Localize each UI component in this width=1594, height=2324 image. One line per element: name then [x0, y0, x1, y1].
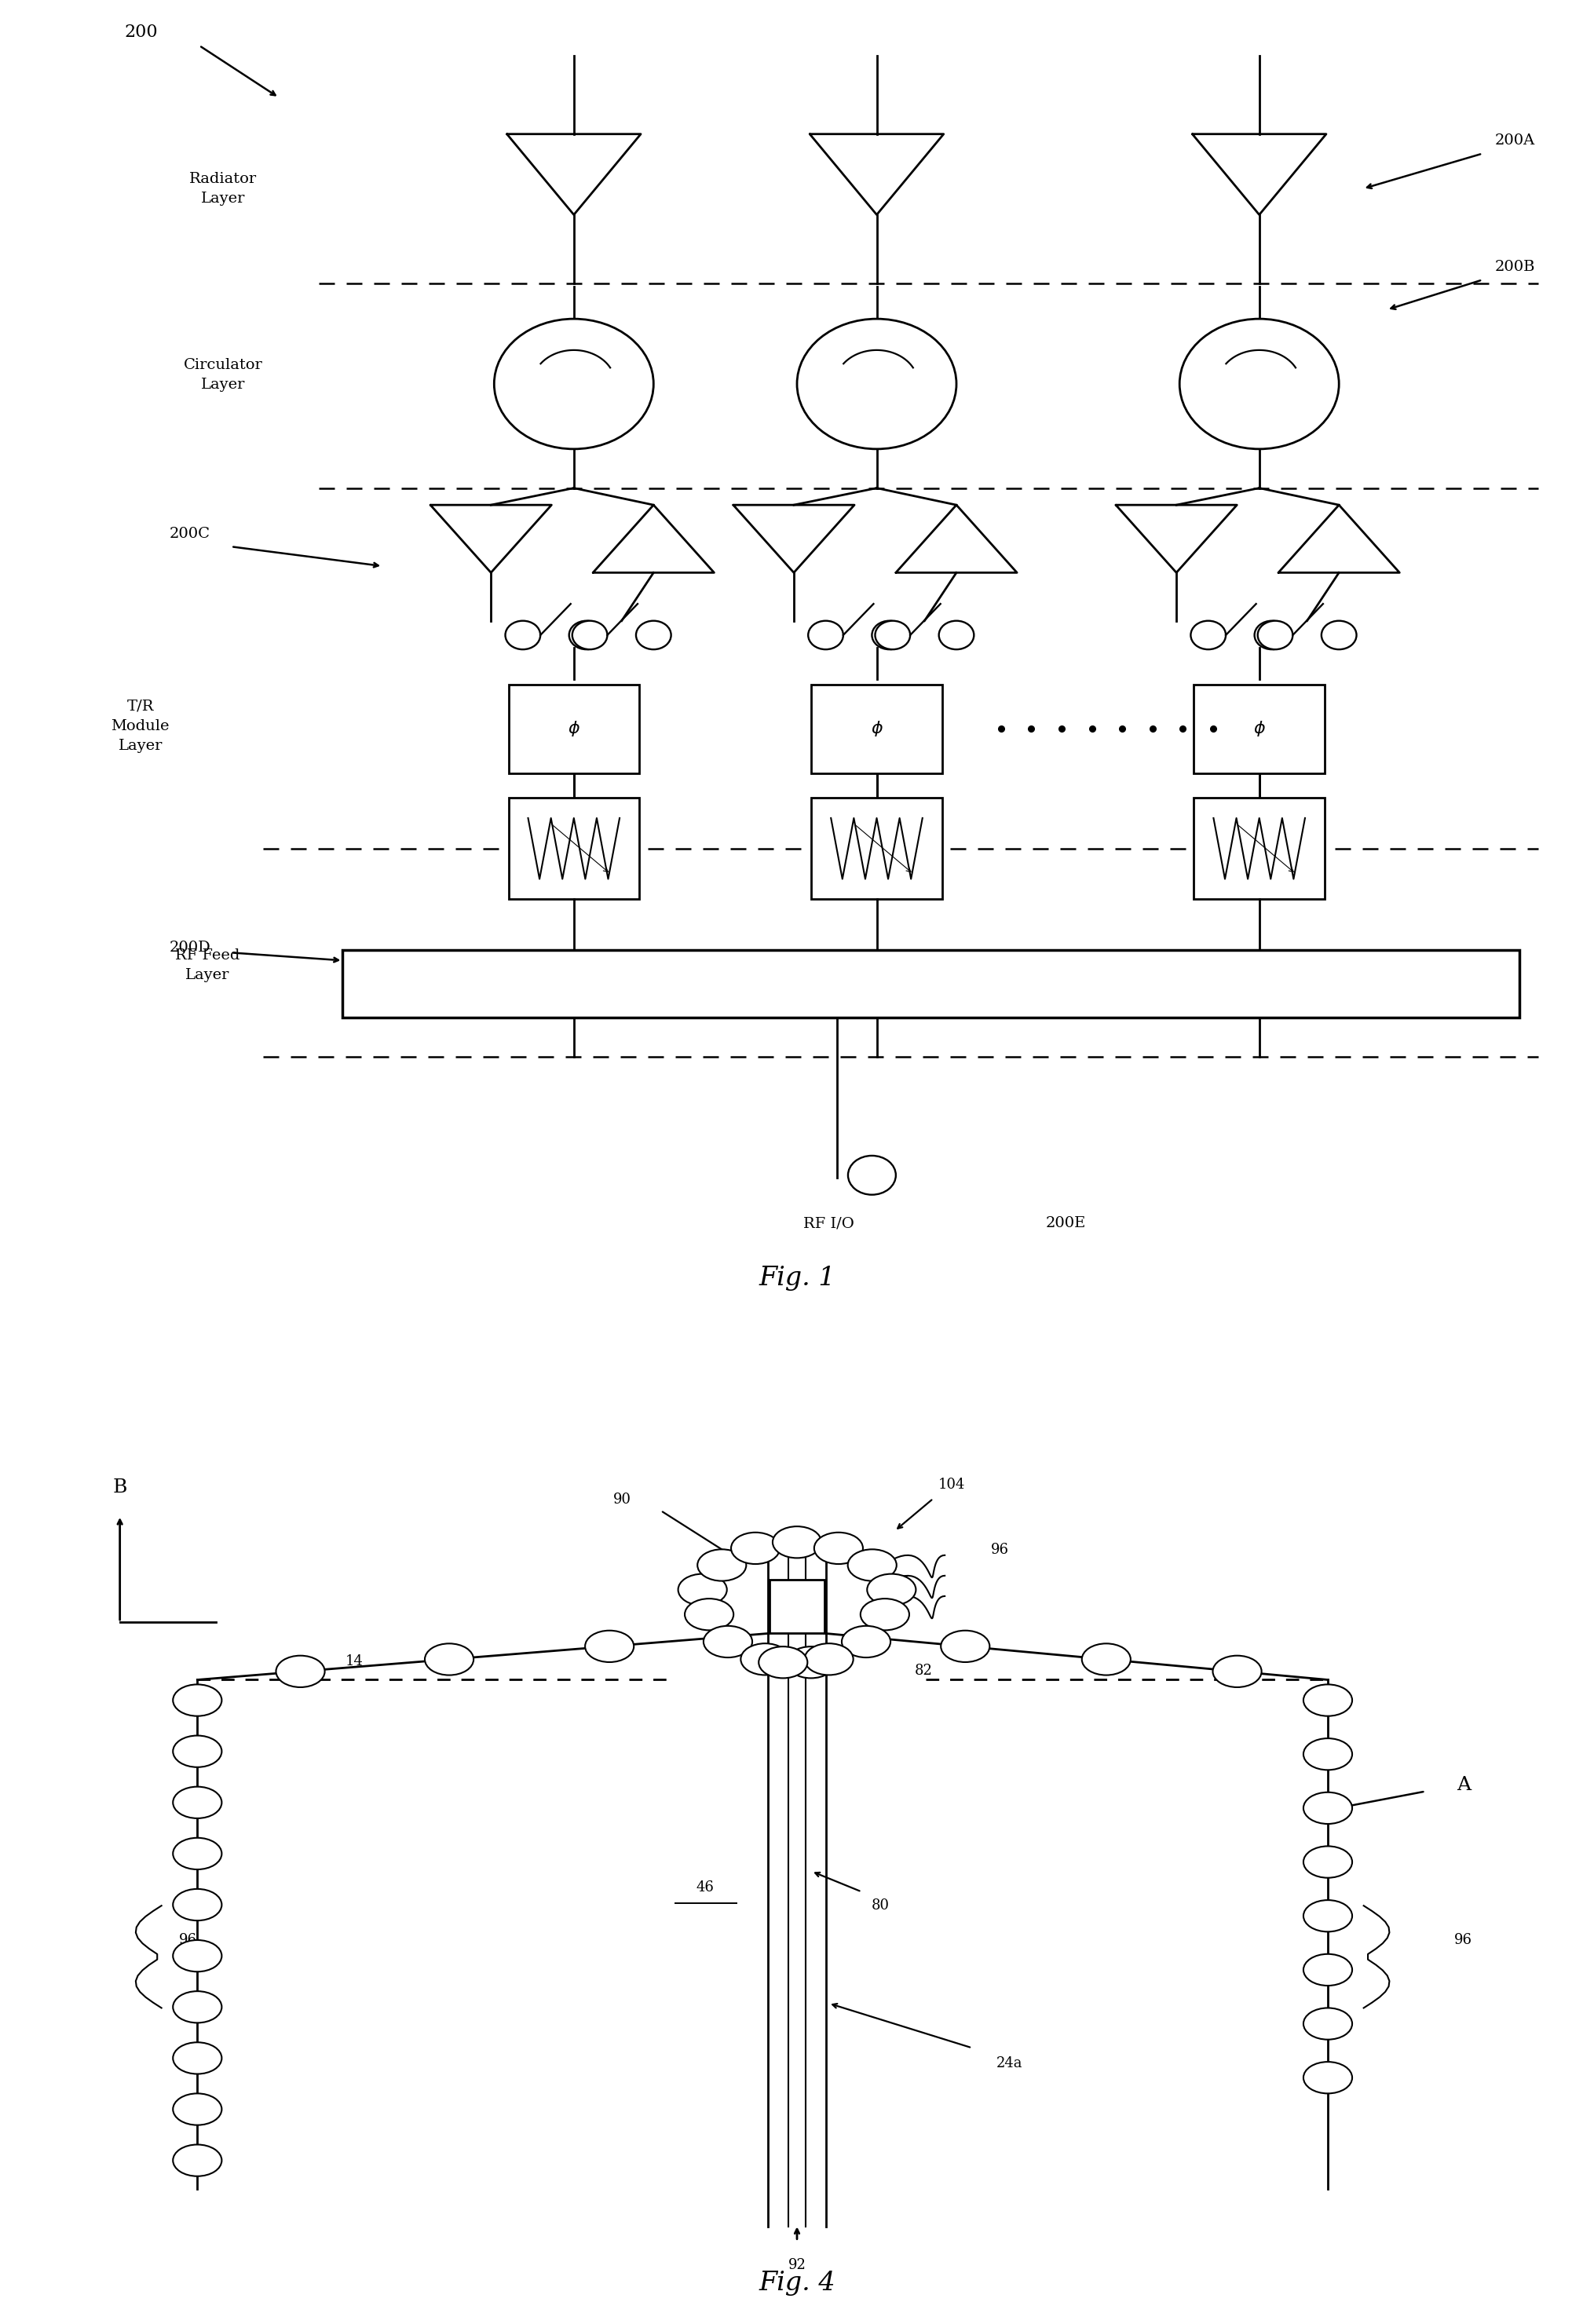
Text: 96: 96 — [179, 1934, 198, 1948]
Circle shape — [1321, 621, 1356, 648]
Circle shape — [585, 1631, 634, 1662]
Text: T/R
Module
Layer: T/R Module Layer — [112, 700, 169, 753]
Circle shape — [572, 621, 607, 648]
Circle shape — [685, 1599, 733, 1629]
Circle shape — [636, 621, 671, 648]
Text: Fig. 4: Fig. 4 — [759, 2271, 835, 2296]
Circle shape — [1180, 318, 1339, 449]
Circle shape — [1304, 1954, 1352, 1985]
Text: 92: 92 — [787, 2259, 807, 2273]
Text: 82: 82 — [915, 1664, 932, 1678]
Circle shape — [939, 621, 974, 648]
Bar — [1194, 686, 1325, 774]
Text: 200C: 200C — [169, 528, 210, 541]
Text: 46: 46 — [697, 1880, 714, 1894]
Circle shape — [1304, 1845, 1352, 1878]
Circle shape — [732, 1532, 779, 1564]
Text: 90: 90 — [614, 1492, 631, 1506]
Circle shape — [698, 1550, 746, 1580]
Circle shape — [1304, 1738, 1352, 1771]
Circle shape — [797, 318, 956, 449]
Circle shape — [786, 1645, 835, 1678]
Text: 200A: 200A — [1495, 132, 1535, 149]
Circle shape — [805, 1643, 853, 1676]
Circle shape — [1254, 621, 1290, 648]
Circle shape — [815, 1532, 862, 1564]
Text: B: B — [113, 1478, 128, 1497]
Text: 96: 96 — [1454, 1934, 1473, 1948]
Text: 200: 200 — [124, 23, 158, 42]
Bar — [770, 1580, 824, 1634]
Text: 200D: 200D — [169, 941, 210, 955]
Circle shape — [172, 1685, 222, 1715]
Circle shape — [1213, 1655, 1261, 1687]
Circle shape — [1191, 621, 1226, 648]
Circle shape — [759, 1645, 808, 1678]
Text: Fig. 1: Fig. 1 — [759, 1267, 835, 1290]
Circle shape — [1304, 2061, 1352, 2094]
Circle shape — [172, 2145, 222, 2175]
Circle shape — [1304, 1685, 1352, 1715]
Text: 80: 80 — [872, 1899, 889, 1913]
Bar — [1194, 797, 1325, 899]
Circle shape — [426, 1643, 473, 1676]
Bar — [343, 951, 1519, 1018]
Circle shape — [1082, 1643, 1130, 1676]
Circle shape — [569, 621, 604, 648]
Circle shape — [848, 1550, 896, 1580]
Circle shape — [172, 1992, 222, 2022]
Circle shape — [172, 1838, 222, 1868]
Text: 24a: 24a — [996, 2057, 1022, 2071]
Bar — [811, 686, 942, 774]
Circle shape — [1304, 1792, 1352, 1824]
Circle shape — [1304, 1901, 1352, 1931]
Text: A: A — [1457, 1776, 1471, 1794]
Text: $\phi$: $\phi$ — [567, 720, 580, 739]
Text: RF Feed
Layer: RF Feed Layer — [175, 948, 239, 983]
Circle shape — [276, 1655, 325, 1687]
Circle shape — [842, 1627, 891, 1657]
Circle shape — [172, 1889, 222, 1920]
Circle shape — [505, 621, 540, 648]
Circle shape — [172, 2043, 222, 2073]
Circle shape — [940, 1631, 990, 1662]
Circle shape — [872, 621, 907, 648]
Circle shape — [741, 1643, 789, 1676]
Circle shape — [1304, 2008, 1352, 2040]
Circle shape — [172, 1787, 222, 1817]
Bar — [508, 686, 639, 774]
Circle shape — [861, 1599, 909, 1629]
Text: 104: 104 — [939, 1478, 966, 1492]
Bar — [508, 797, 639, 899]
Text: Circulator
Layer: Circulator Layer — [183, 358, 263, 393]
Text: 200E: 200E — [1046, 1215, 1086, 1229]
Circle shape — [1258, 621, 1293, 648]
Circle shape — [172, 2094, 222, 2124]
Circle shape — [867, 1573, 917, 1606]
Circle shape — [172, 1736, 222, 1766]
Circle shape — [808, 621, 843, 648]
Circle shape — [848, 1155, 896, 1195]
Text: 96: 96 — [991, 1543, 1009, 1557]
Text: 14: 14 — [346, 1655, 363, 1669]
Circle shape — [677, 1573, 727, 1606]
Circle shape — [773, 1527, 821, 1557]
Text: Radiator
Layer: Radiator Layer — [190, 172, 257, 205]
Circle shape — [875, 621, 910, 648]
Text: $\phi$: $\phi$ — [1253, 720, 1266, 739]
Bar — [811, 797, 942, 899]
Circle shape — [703, 1627, 752, 1657]
Text: 200B: 200B — [1495, 260, 1535, 274]
Text: RF I/O: RF I/O — [803, 1215, 854, 1229]
Circle shape — [172, 1941, 222, 1971]
Text: $\phi$: $\phi$ — [870, 720, 883, 739]
Circle shape — [494, 318, 654, 449]
